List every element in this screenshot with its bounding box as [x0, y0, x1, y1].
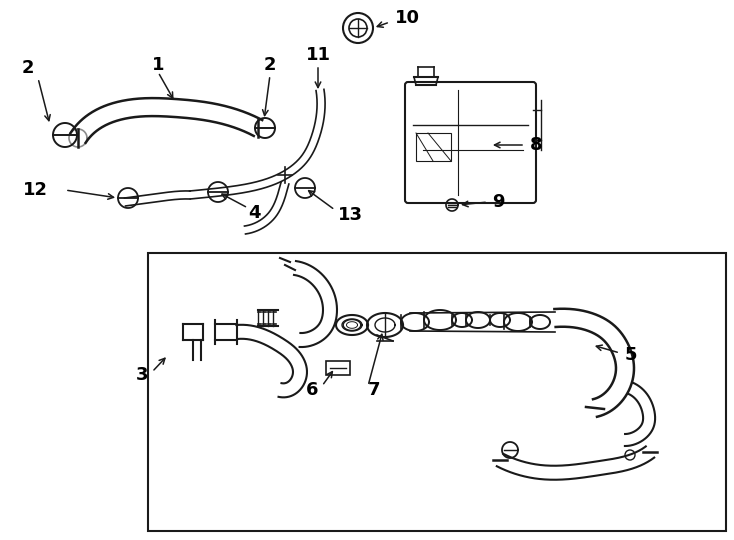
Text: 7: 7	[368, 381, 380, 399]
Text: 2: 2	[264, 56, 276, 74]
Text: 13: 13	[338, 206, 363, 224]
Text: 4: 4	[248, 204, 261, 222]
Text: 12: 12	[23, 181, 48, 199]
Text: 10: 10	[395, 9, 420, 27]
Bar	[326, 361, 350, 375]
Text: 8: 8	[530, 136, 542, 154]
Text: 5: 5	[625, 346, 638, 364]
Text: 2: 2	[22, 59, 34, 77]
Text: 3: 3	[136, 366, 148, 384]
Bar	[148, 253, 726, 531]
Text: 1: 1	[152, 56, 164, 74]
Text: 6: 6	[305, 381, 318, 399]
Text: 9: 9	[492, 193, 504, 211]
Bar	[416, 133, 451, 161]
Text: 11: 11	[305, 46, 330, 64]
FancyBboxPatch shape	[405, 82, 536, 203]
